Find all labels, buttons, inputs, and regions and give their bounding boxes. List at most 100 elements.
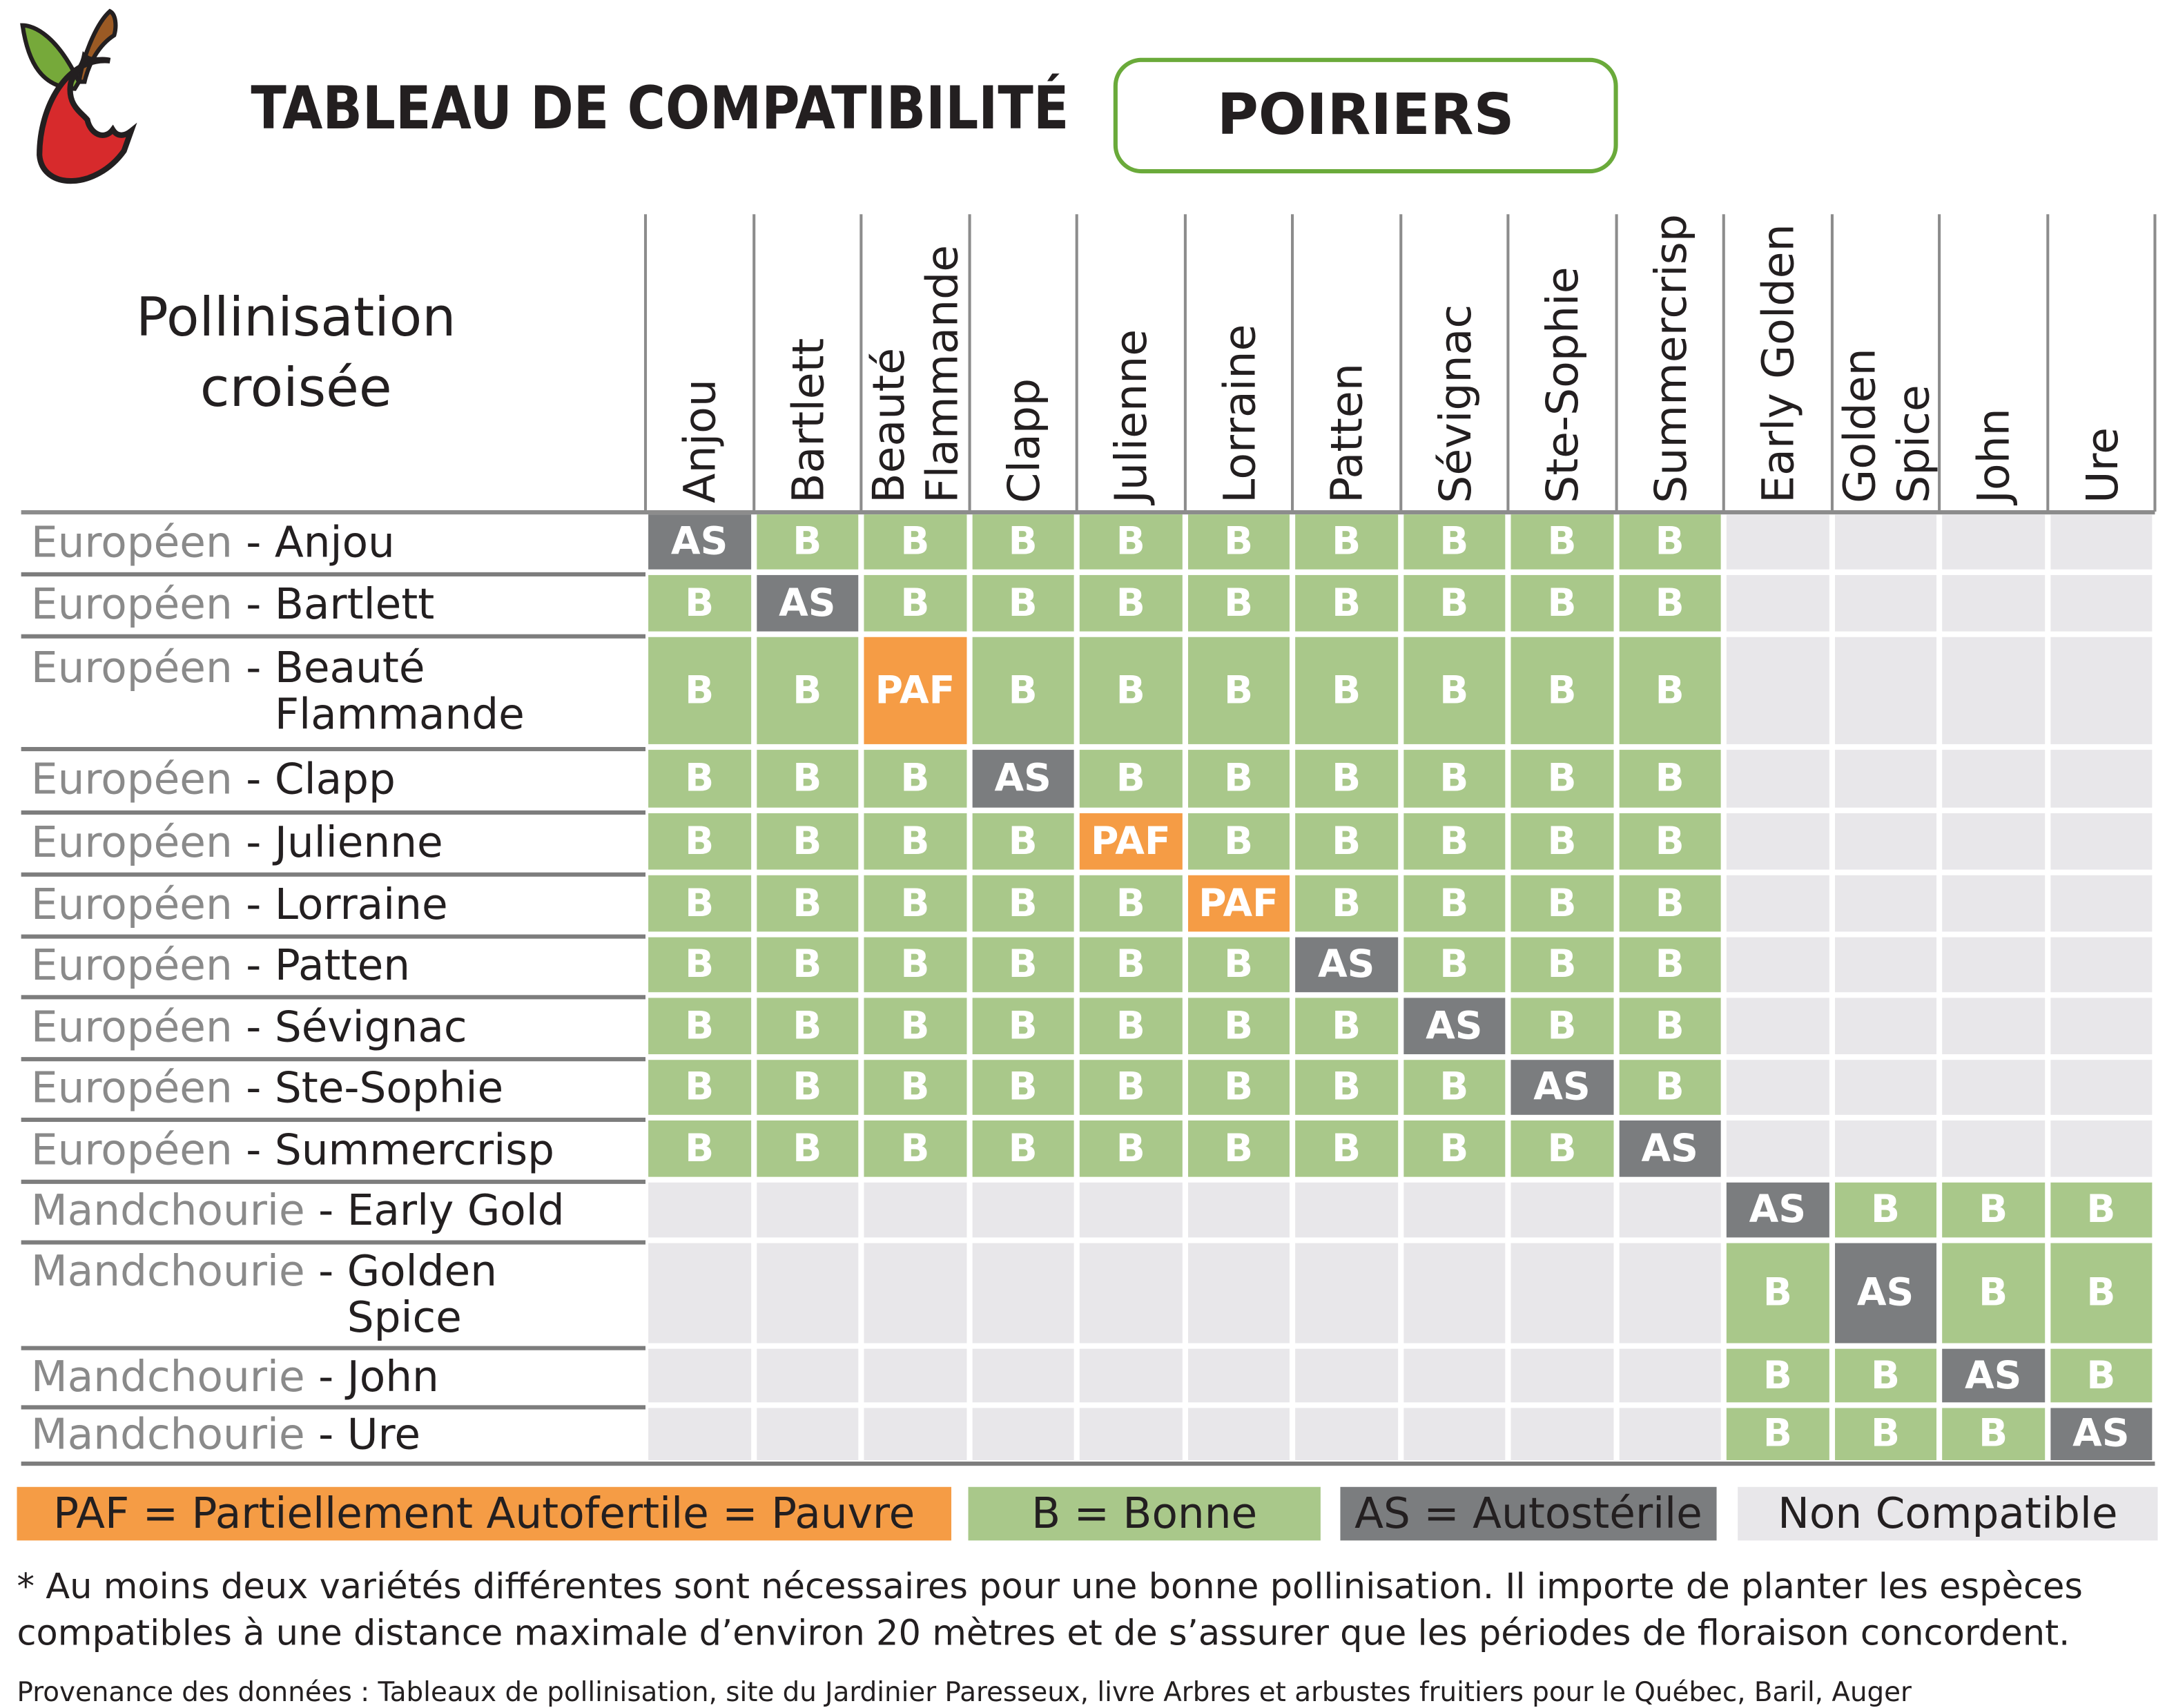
row-separator xyxy=(21,572,646,576)
row-name: Clapp xyxy=(274,755,396,805)
compat-cell xyxy=(1726,813,1829,870)
column-divider xyxy=(1399,214,1402,512)
compat-cell xyxy=(971,1348,1074,1403)
compat-cell: B xyxy=(648,937,751,993)
compat-cell: B xyxy=(1834,1182,1937,1238)
row-label: Mandchourie - Early Gold xyxy=(31,1183,645,1241)
compat-cell xyxy=(1834,574,1937,632)
compat-cell: B xyxy=(864,750,966,808)
compat-cell: B xyxy=(864,875,966,932)
compat-cell xyxy=(2050,813,2153,870)
compat-cell: B xyxy=(756,637,859,744)
compat-cell xyxy=(756,1243,859,1343)
compat-cell xyxy=(1403,1348,1506,1403)
compat-cell xyxy=(1834,514,1937,570)
row-label-text: Européen - Julienne xyxy=(31,819,443,866)
column-divider xyxy=(967,214,971,512)
compat-cell: B xyxy=(1403,813,1506,870)
compat-cell xyxy=(2050,1060,2153,1115)
row-label: Européen - Anjou xyxy=(31,514,645,572)
row-separator xyxy=(21,634,646,639)
compat-cell xyxy=(1834,875,1937,932)
compat-cell xyxy=(756,1408,859,1460)
compat-cell: B xyxy=(971,514,1074,570)
compat-cell xyxy=(1618,1408,1721,1460)
compat-cell: AS xyxy=(2050,1408,2153,1460)
compat-cell: B xyxy=(1403,875,1506,932)
column-header-label: Sévignac xyxy=(1430,304,1482,503)
row-label: Européen - Summercrisp xyxy=(31,1120,645,1180)
compat-cell: B xyxy=(971,937,1074,993)
compat-cell xyxy=(1618,1243,1721,1343)
compat-cell: B xyxy=(1510,514,1613,570)
row-dash: - xyxy=(232,643,275,694)
row-label: Mandchourie - John xyxy=(31,1349,645,1406)
compat-cell xyxy=(1079,1408,1182,1460)
compat-cell: AS xyxy=(1942,1348,2045,1403)
row-name: Lorraine xyxy=(274,880,448,930)
row-separator xyxy=(21,1117,646,1123)
compat-cell: B xyxy=(1834,1408,1937,1460)
compat-cell xyxy=(1942,937,2045,993)
row-dash: - xyxy=(232,941,275,991)
compat-cell: B xyxy=(648,998,751,1055)
compat-cell: B xyxy=(1079,937,1182,993)
row-label-text: Européen - Clapp xyxy=(31,757,396,803)
compat-cell: B xyxy=(1510,574,1613,632)
compat-cell xyxy=(1510,1243,1613,1343)
row-group: Mandchourie xyxy=(30,1410,305,1460)
compat-cell: B xyxy=(648,1120,751,1177)
column-header: Golden Spice xyxy=(1835,214,1939,503)
compat-cell: B xyxy=(756,750,859,808)
compat-cell: B xyxy=(1618,514,1721,570)
compat-cell: B xyxy=(756,813,859,870)
compat-cell xyxy=(2050,750,2153,808)
row-separator xyxy=(21,995,646,1000)
compat-cell: B xyxy=(756,1060,859,1115)
column-divider xyxy=(1938,214,1941,512)
compat-cell: B xyxy=(971,875,1074,932)
compat-cell xyxy=(1942,574,2045,632)
row-group: Européen xyxy=(30,1002,233,1052)
compat-cell: B xyxy=(1942,1182,2045,1238)
compat-cell: AS xyxy=(648,514,751,570)
compat-cell xyxy=(1726,998,1829,1055)
column-divider xyxy=(1614,214,1618,512)
compat-cell: B xyxy=(1187,750,1290,808)
compat-cell xyxy=(1510,1408,1613,1460)
column-divider xyxy=(1075,214,1078,512)
compat-cell: AS xyxy=(756,574,859,632)
column-divider xyxy=(752,214,755,512)
compat-cell: B xyxy=(1618,813,1721,870)
column-header-label: Bartlett xyxy=(783,338,835,503)
bitten-apple-icon xyxy=(20,8,137,184)
compat-cell: AS xyxy=(1834,1243,1937,1343)
row-name: Sévignac xyxy=(274,1002,467,1052)
row-label: Mandchourie - Ure xyxy=(31,1408,645,1463)
row-label-text: Européen - Patten xyxy=(31,943,410,989)
column-divider xyxy=(1506,214,1510,512)
row-label-text: Européen - Anjou xyxy=(31,520,395,566)
column-header: Patten xyxy=(1298,214,1397,503)
compat-cell: B xyxy=(864,1120,966,1177)
row-label-text: Européen - Summercrisp xyxy=(31,1127,554,1173)
column-header-label: Ure xyxy=(2077,427,2128,503)
compat-cell xyxy=(1942,1060,2045,1115)
compat-cell: PAF xyxy=(1187,875,1290,932)
compat-cell: B xyxy=(864,998,966,1055)
row-label: Européen - Patten xyxy=(31,938,645,996)
compat-cell xyxy=(1834,813,1937,870)
compat-cell xyxy=(648,1348,751,1403)
compat-cell xyxy=(864,1243,966,1343)
compat-cell: B xyxy=(648,750,751,808)
legend-item-as: AS = Autostérile xyxy=(1340,1486,1717,1541)
compat-cell: B xyxy=(1295,1060,1398,1115)
row-label: Européen - Julienne xyxy=(31,813,645,873)
row-separator xyxy=(21,746,646,752)
row-separator xyxy=(21,1179,646,1184)
compat-cell xyxy=(1726,937,1829,993)
row-dash: - xyxy=(232,818,275,868)
compat-cell: B xyxy=(1187,1120,1290,1177)
header-bottom-line xyxy=(21,510,2155,515)
